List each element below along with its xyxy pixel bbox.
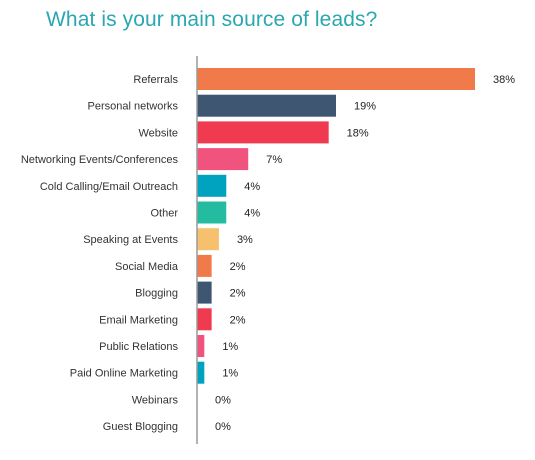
- category-label-social-media: Social Media: [115, 261, 179, 273]
- bar-public-relations: [197, 335, 205, 357]
- category-label-guest-blogging: Guest Blogging: [103, 421, 178, 433]
- category-label-referrals: Referrals: [133, 74, 178, 86]
- value-label-cold-calling-email-outreach: 4%: [244, 181, 260, 193]
- value-label-paid-online-marketing: 1%: [222, 368, 238, 380]
- bar-other: [197, 201, 227, 224]
- value-label-networking-events-conferences: 7%: [266, 154, 282, 166]
- category-label-paid-online-marketing: Paid Online Marketing: [70, 368, 178, 380]
- bar-social-media: [197, 254, 212, 277]
- category-labels-group: Referrals Personal networks Website Network…: [21, 74, 179, 433]
- value-label-personal-networks: 19%: [354, 101, 376, 113]
- bar-networking-events-conferences: [197, 148, 249, 171]
- bar-personal-networks: [197, 94, 336, 117]
- bar-email-marketing: [197, 308, 212, 331]
- value-label-referrals: 38%: [493, 74, 515, 86]
- bar-website: [197, 121, 329, 144]
- category-label-networking-events-conferences: Networking Events/Conferences: [21, 154, 179, 166]
- category-label-cold-calling-email-outreach: Cold Calling/Email Outreach: [40, 181, 178, 193]
- value-label-social-media: 2%: [230, 261, 246, 273]
- category-label-webinars: Webinars: [132, 394, 179, 406]
- value-label-speaking-at-events: 3%: [237, 234, 253, 246]
- bar-blogging: [197, 281, 212, 304]
- category-label-other: Other: [150, 208, 178, 220]
- bar-speaking-at-events: [197, 228, 219, 251]
- value-label-website: 18%: [347, 127, 369, 139]
- value-label-webinars: 0%: [215, 394, 231, 406]
- category-label-speaking-at-events: Speaking at Events: [83, 234, 178, 246]
- bars-group: [197, 68, 475, 384]
- value-label-email-marketing: 2%: [230, 314, 246, 326]
- value-label-other: 4%: [244, 208, 260, 220]
- category-label-website: Website: [138, 127, 178, 139]
- bar-paid-online-marketing: [197, 361, 205, 384]
- category-label-blogging: Blogging: [135, 288, 178, 300]
- category-label-personal-networks: Personal networks: [88, 101, 179, 113]
- category-label-email-marketing: Email Marketing: [99, 314, 178, 326]
- value-label-guest-blogging: 0%: [215, 421, 231, 433]
- value-label-blogging: 2%: [230, 288, 246, 300]
- bar-referrals: [197, 68, 475, 90]
- value-label-public-relations: 1%: [222, 341, 238, 353]
- chart-title: What is your main source of leads?: [46, 8, 378, 31]
- bar-cold-calling-email-outreach: [197, 174, 227, 197]
- value-labels-group: 38% 19% 18% 7% 4% 4% 3% 2% 2% 2% 1% 1% 0% 0%: [215, 74, 515, 433]
- category-label-public-relations: Public Relations: [99, 341, 178, 353]
